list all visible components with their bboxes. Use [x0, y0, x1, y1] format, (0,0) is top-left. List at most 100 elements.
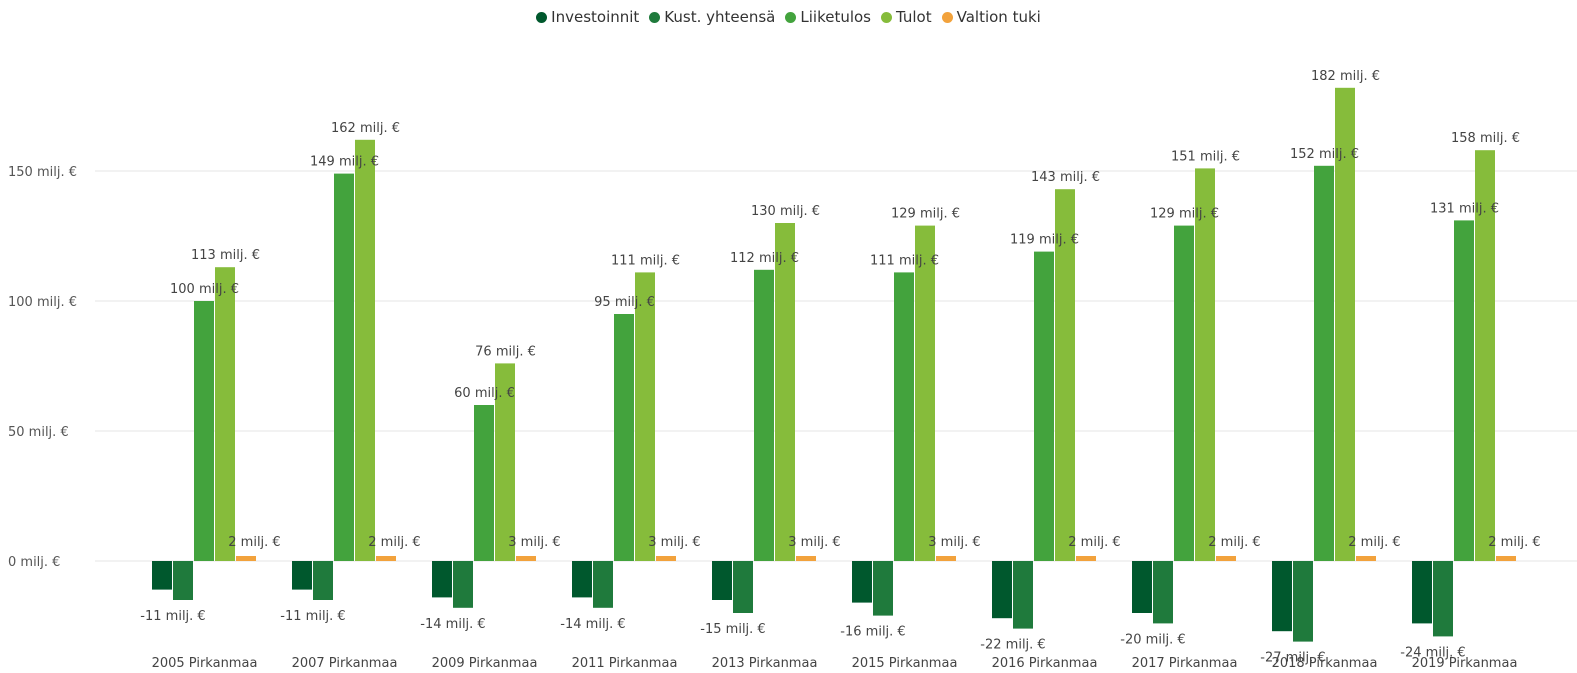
legend-item[interactable]: Liiketulos — [785, 8, 871, 26]
data-label: 151 milj. € — [1171, 149, 1240, 164]
y-tick-label: 100 milj. € — [8, 295, 77, 310]
data-label: -14 milj. € — [560, 617, 625, 632]
bar[interactable] — [635, 272, 655, 561]
bar[interactable] — [712, 561, 732, 600]
bar[interactable] — [852, 561, 872, 603]
data-label: 60 milj. € — [454, 386, 515, 401]
bar[interactable] — [453, 561, 473, 608]
bar[interactable] — [1272, 561, 1292, 632]
data-label: -22 milj. € — [980, 638, 1045, 653]
data-label: 129 milj. € — [891, 207, 960, 222]
bar[interactable] — [1195, 168, 1215, 561]
bar[interactable] — [194, 301, 214, 561]
bar[interactable] — [152, 561, 172, 590]
data-label: 2 milj. € — [228, 535, 280, 550]
x-tick-label: 2009 Pirkanmaa — [432, 656, 538, 671]
bar[interactable] — [474, 405, 494, 561]
data-label: 113 milj. € — [191, 248, 260, 263]
x-tick-label: 2016 Pirkanmaa — [992, 656, 1098, 671]
bar[interactable] — [992, 561, 1012, 619]
legend-item[interactable]: Tulot — [881, 8, 932, 26]
bar[interactable] — [1132, 561, 1152, 613]
bar[interactable] — [1216, 556, 1236, 561]
bar[interactable] — [1293, 561, 1313, 642]
bar[interactable] — [292, 561, 312, 590]
bar[interactable] — [1356, 556, 1376, 561]
data-label: 76 milj. € — [475, 344, 536, 359]
x-tick-label: 2015 Pirkanmaa — [852, 656, 958, 671]
x-tick-label: 2019 Pirkanmaa — [1412, 656, 1518, 671]
data-label: 143 milj. € — [1031, 170, 1100, 185]
bar[interactable] — [1013, 561, 1033, 629]
bar[interactable] — [936, 556, 956, 561]
data-label: 112 milj. € — [730, 251, 799, 266]
bar[interactable] — [873, 561, 893, 616]
bar[interactable] — [215, 267, 235, 561]
bar[interactable] — [1433, 561, 1453, 637]
legend-marker-icon — [881, 11, 892, 23]
data-label: -24 milj. € — [1400, 645, 1465, 660]
data-label: 129 milj. € — [1150, 207, 1219, 222]
bar[interactable] — [1055, 189, 1075, 561]
bar[interactable] — [572, 561, 592, 598]
bar[interactable] — [754, 269, 774, 561]
legend-item[interactable]: Investoinnit — [536, 8, 639, 26]
bar[interactable] — [656, 556, 676, 561]
bar[interactable] — [796, 556, 816, 561]
bar[interactable] — [1174, 225, 1194, 561]
bar[interactable] — [1314, 165, 1334, 562]
data-label: 119 milj. € — [1010, 233, 1079, 248]
bar[interactable] — [614, 314, 634, 561]
bar[interactable] — [1454, 220, 1474, 561]
data-label: 182 milj. € — [1311, 69, 1380, 84]
legend-item[interactable]: Kust. yhteensä — [649, 8, 775, 26]
bar[interactable] — [1496, 556, 1516, 561]
data-label: 152 milj. € — [1290, 147, 1359, 162]
bar[interactable] — [593, 561, 613, 608]
bar[interactable] — [236, 556, 256, 561]
bar[interactable] — [432, 561, 452, 598]
bar[interactable] — [1076, 556, 1096, 561]
x-tick-label: 2007 Pirkanmaa — [292, 656, 398, 671]
legend-label: Tulot — [896, 8, 932, 26]
bar[interactable] — [1153, 561, 1173, 624]
bar[interactable] — [775, 223, 795, 561]
data-label: -16 milj. € — [840, 625, 905, 640]
bar[interactable] — [173, 561, 193, 600]
bar[interactable] — [334, 173, 354, 561]
data-label: 2 milj. € — [1068, 535, 1120, 550]
y-tick-label: 50 milj. € — [8, 425, 69, 440]
bar[interactable] — [1335, 87, 1355, 562]
bar[interactable] — [495, 363, 515, 561]
bar[interactable] — [1475, 150, 1495, 561]
data-label: 3 milj. € — [788, 535, 840, 550]
data-label: -11 milj. € — [280, 609, 345, 624]
bar[interactable] — [915, 225, 935, 561]
bar[interactable] — [376, 556, 396, 561]
bar[interactable] — [313, 561, 333, 600]
bar[interactable] — [355, 139, 375, 562]
x-tick-label: 2005 Pirkanmaa — [152, 656, 258, 671]
bar[interactable] — [516, 556, 536, 561]
bar[interactable] — [1412, 561, 1432, 624]
data-label: 2 milj. € — [1488, 535, 1540, 550]
legend-label: Liiketulos — [800, 8, 871, 26]
legend-label: Valtion tuki — [956, 8, 1041, 26]
legend-item[interactable]: Valtion tuki — [941, 8, 1041, 26]
bar[interactable] — [1034, 251, 1054, 561]
x-tick-label: 2018 Pirkanmaa — [1272, 656, 1378, 671]
data-label: 162 milj. € — [331, 121, 400, 136]
data-label: -20 milj. € — [1120, 632, 1185, 647]
bar[interactable] — [733, 561, 753, 613]
bar[interactable] — [894, 272, 914, 561]
data-label: 158 milj. € — [1451, 131, 1520, 146]
data-label: 149 milj. € — [310, 155, 379, 170]
data-label: 3 milj. € — [508, 535, 560, 550]
data-label: 3 milj. € — [648, 535, 700, 550]
data-label: -14 milj. € — [420, 617, 485, 632]
data-label: 95 milj. € — [594, 295, 655, 310]
data-label: 131 milj. € — [1430, 201, 1499, 216]
data-label: -27 milj. € — [1260, 651, 1325, 666]
